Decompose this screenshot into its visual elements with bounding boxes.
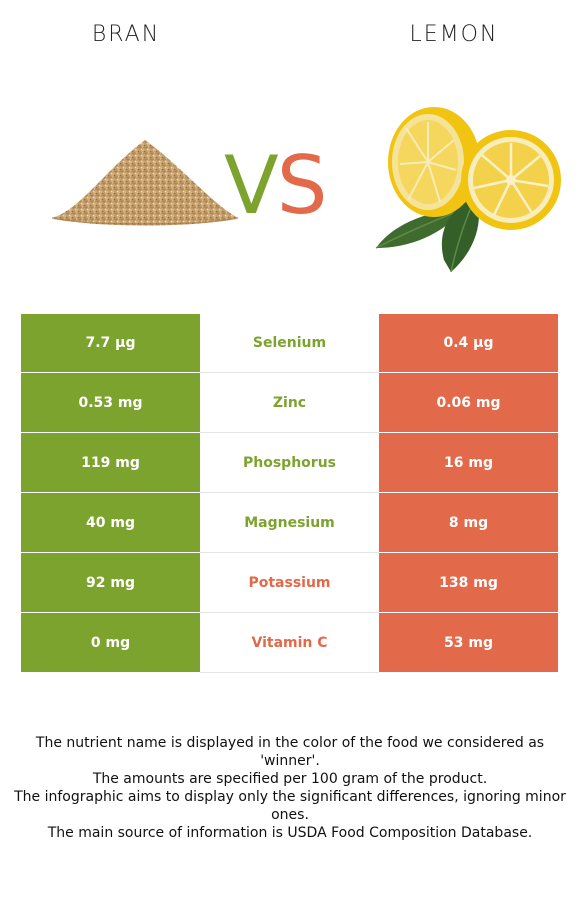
right-value: 138 mg (379, 553, 558, 613)
right-value: 0.06 mg (379, 373, 558, 433)
nutrient-name: Potassium (200, 553, 379, 612)
nutrient-name: Vitamin C (200, 613, 379, 672)
left-value: 0.53 mg (21, 373, 200, 433)
right-value: 53 mg (379, 613, 558, 673)
footer-note-source: The main source of information is USDA F… (47, 825, 533, 841)
left-value: 92 mg (21, 553, 200, 613)
nutrient-name: Selenium (200, 314, 379, 372)
vs-mark: VS (224, 136, 354, 236)
table-row: 119 mg Phosphorus 16 mg (21, 433, 558, 493)
left-value: 119 mg (21, 433, 200, 493)
right-value: 0.4 µg (379, 314, 558, 373)
nutrient-comparison-table: 7.7 µg Selenium 0.4 µg 0.53 mg Zinc 0.06… (21, 314, 558, 673)
table-row: 7.7 µg Selenium 0.4 µg (21, 314, 558, 373)
table-row: 0.53 mg Zinc 0.06 mg (21, 373, 558, 433)
right-value: 8 mg (379, 493, 558, 553)
footer-note-amounts: The amounts are specified per 100 gram o… (92, 771, 488, 787)
left-value: 40 mg (21, 493, 200, 553)
vs-s-letter: S (276, 139, 328, 232)
left-value: 7.7 µg (21, 314, 200, 373)
lemon-image (375, 107, 561, 273)
footer-note-aims: The infographic aims to display only the… (14, 789, 566, 823)
right-food-title: LEMON (409, 22, 499, 47)
left-value: 0 mg (21, 613, 200, 673)
table-row: 0 mg Vitamin C 53 mg (21, 613, 558, 673)
bran-pile-image (51, 140, 239, 226)
footer-notes: The nutrient name is displayed in the co… (14, 734, 566, 842)
right-value: 16 mg (379, 433, 558, 493)
table-row: 92 mg Potassium 138 mg (21, 553, 558, 613)
nutrient-name: Magnesium (200, 493, 379, 552)
vs-v-letter: V (224, 139, 279, 232)
left-food-title: BRAN (91, 22, 161, 47)
footer-note-winner: The nutrient name is displayed in the co… (35, 735, 545, 769)
table-row: 40 mg Magnesium 8 mg (21, 493, 558, 553)
nutrient-name: Zinc (200, 373, 379, 432)
nutrient-name: Phosphorus (200, 433, 379, 492)
